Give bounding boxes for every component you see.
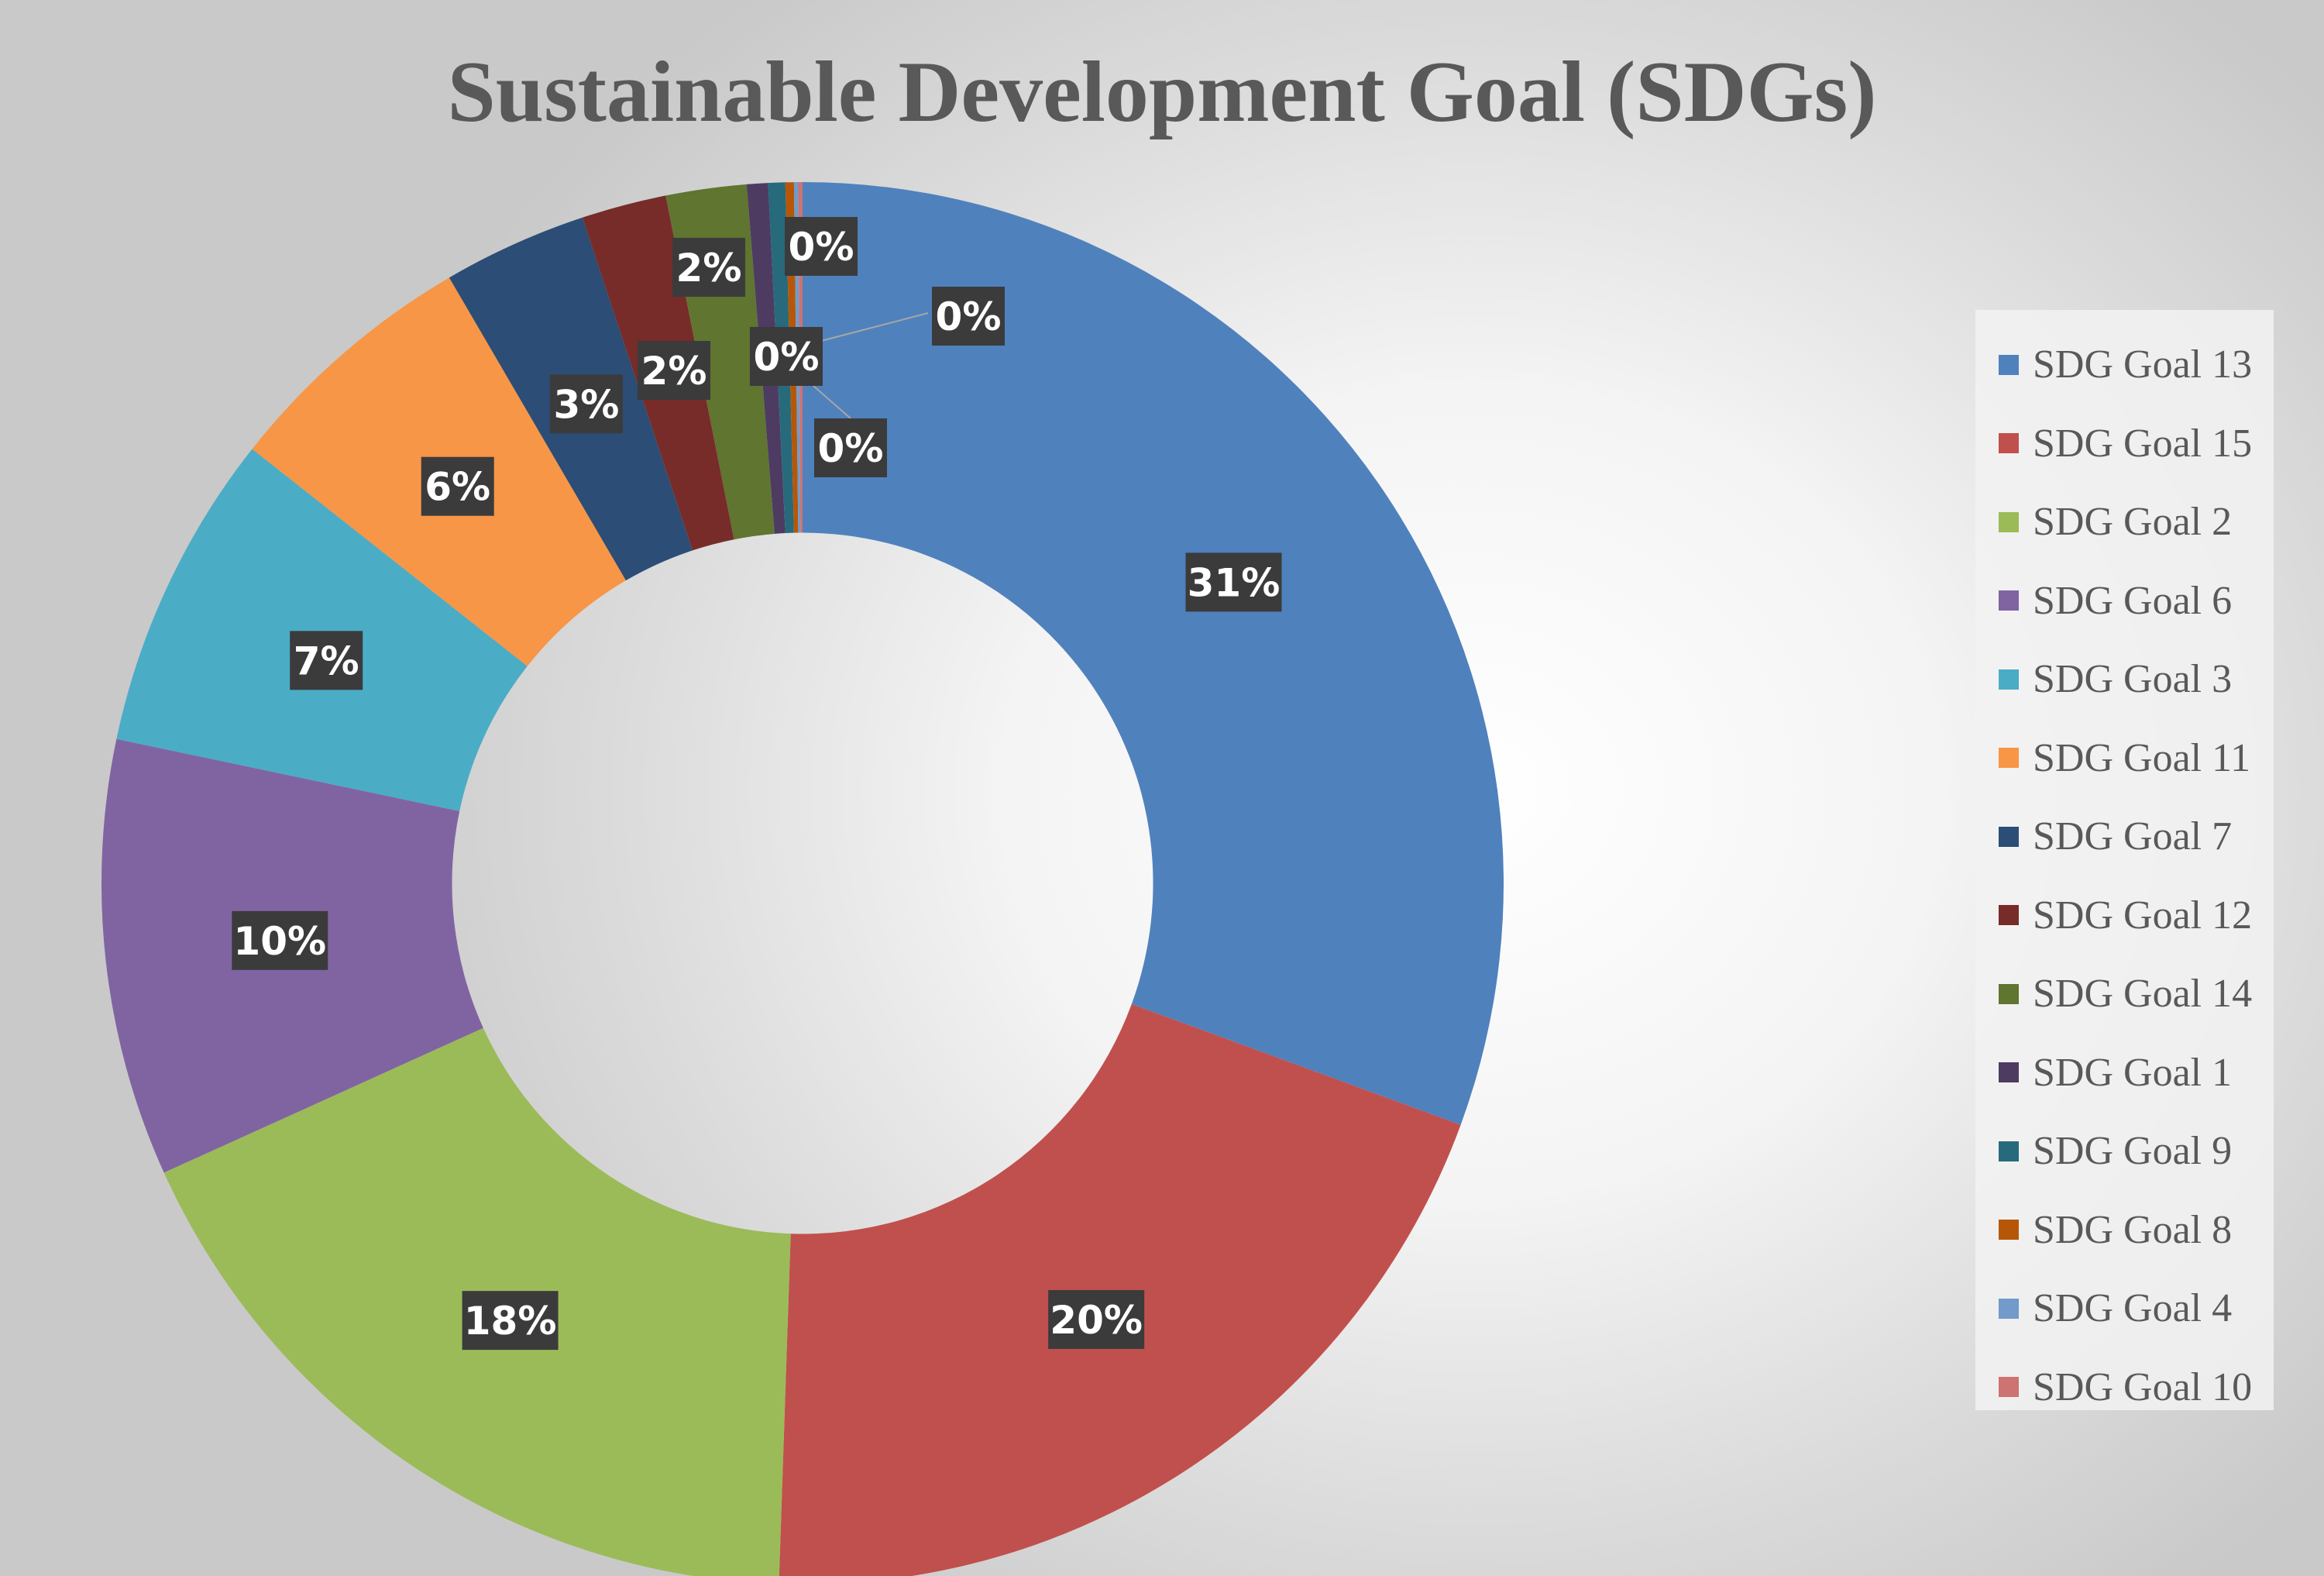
chart-title: Sustainable Development Goal (SDGs) [447,44,1877,140]
data-label-sdg-goal-11: 6% [421,456,494,516]
data-label-sdg-goal-1: 0% [750,327,823,386]
legend-label: SDG Goal 10 [2033,1364,2253,1409]
legend-swatch [1999,1298,2019,1319]
legend-swatch [1999,1220,2019,1240]
svg-text:2%: 2% [676,246,742,291]
legend-label: SDG Goal 3 [2033,657,2233,702]
data-labels: 31% 20% 18% 10% 7% 6% 3% 2% 2% 0% 0% 0% 0% [232,217,1282,1351]
leader-line [813,385,851,419]
data-label-sdg-goal-2: 18% [462,1291,559,1351]
data-label-sdg-goal-4: 0% [814,418,887,477]
data-label-sdg-goal-8: 0% [932,287,1005,346]
data-label-sdg-goal-15: 20% [1048,1289,1145,1349]
svg-text:0%: 0% [818,426,884,471]
svg-text:2%: 2% [641,349,707,394]
legend-item: SDG Goal 8 [1975,1191,2274,1270]
legend-label: SDG Goal 7 [2033,814,2233,859]
data-label-sdg-goal-13: 31% [1185,552,1282,612]
legend-swatch [1999,511,2019,532]
legend-item: SDG Goal 13 [1975,325,2274,404]
legend-swatch [1999,354,2019,375]
legend-item: SDG Goal 11 [1975,719,2274,798]
legend-item: SDG Goal 15 [1975,404,2274,483]
legend-swatch [1999,1141,2019,1161]
legend-label: SDG Goal 11 [2033,735,2251,780]
data-label-sdg-goal-9: 0% [785,217,858,276]
data-label-sdg-goal-3: 7% [290,631,363,690]
legend-swatch [1999,590,2019,611]
donut-slices [101,182,1504,1576]
legend-swatch [1999,433,2019,454]
legend-swatch [1999,826,2019,847]
data-label-sdg-goal-14: 2% [672,238,745,297]
legend-label: SDG Goal 4 [2033,1286,2233,1331]
svg-text:0%: 0% [789,225,854,270]
svg-text:7%: 7% [294,638,359,683]
legend-label: SDG Goal 12 [2033,893,2253,938]
legend-item: SDG Goal 2 [1975,483,2274,562]
legend-item: SDG Goal 7 [1975,797,2274,876]
legend-label: SDG Goal 15 [2033,421,2253,466]
legend-label: SDG Goal 8 [2033,1207,2233,1252]
svg-text:18%: 18% [464,1299,557,1344]
legend-item: SDG Goal 9 [1975,1112,2274,1191]
legend-swatch [1999,669,2019,690]
svg-text:3%: 3% [553,382,619,427]
leader-line [820,312,929,342]
legend: SDG Goal 13 SDG Goal 15 SDG Goal 2 SDG Goal… [1975,310,2274,1410]
legend-item: SDG Goal 1 [1975,1034,2274,1113]
svg-text:0%: 0% [936,294,1002,339]
legend-item: SDG Goal 12 [1975,876,2274,955]
svg-text:6%: 6% [425,465,490,510]
legend-label: SDG Goal 1 [2033,1050,2233,1095]
svg-text:0%: 0% [754,335,820,380]
legend-label: SDG Goal 13 [2033,342,2253,387]
data-label-sdg-goal-7: 3% [549,374,623,434]
legend-swatch [1999,905,2019,926]
svg-text:20%: 20% [1050,1298,1143,1343]
legend-label: SDG Goal 2 [2033,500,2233,545]
legend-swatch [1999,748,2019,769]
legend-item: SDG Goal 14 [1975,955,2274,1034]
legend-item: SDG Goal 3 [1975,640,2274,719]
legend-label: SDG Goal 14 [2033,972,2253,1017]
legend-swatch [1999,1062,2019,1083]
data-label-sdg-goal-6: 10% [232,910,328,970]
slice-sdg-goal-3 [116,449,528,811]
legend-item: SDG Goal 6 [1975,562,2274,641]
slice-sdg-goal-15 [779,1003,1461,1576]
legend-swatch [1999,1377,2019,1398]
svg-text:31%: 31% [1188,560,1281,605]
slice-sdg-goal-13 [803,182,1504,1125]
data-label-sdg-goal-12: 2% [638,341,710,400]
legend-label: SDG Goal 9 [2033,1129,2233,1174]
legend-item: SDG Goal 4 [1975,1269,2274,1348]
legend-swatch [1999,983,2019,1004]
legend-label: SDG Goal 6 [2033,578,2233,623]
svg-text:10%: 10% [233,919,326,964]
legend-item: SDG Goal 10 [1975,1348,2274,1427]
